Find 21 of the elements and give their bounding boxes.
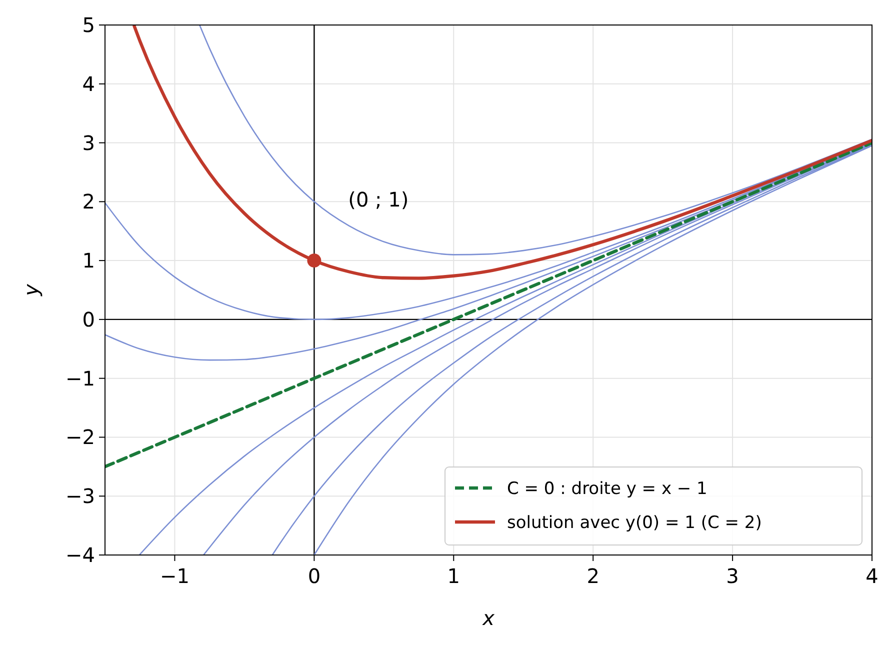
x-tick-label: 0 bbox=[308, 564, 321, 588]
y-tick-label: −4 bbox=[66, 543, 95, 567]
x-tick-label: 1 bbox=[447, 564, 460, 588]
y-axis-title: y bbox=[19, 282, 43, 297]
y-tick-label: 0 bbox=[82, 307, 95, 332]
x-tick-label: −1 bbox=[160, 564, 190, 588]
y-tick-label: 2 bbox=[82, 190, 95, 214]
y-tick-label: 1 bbox=[82, 248, 95, 273]
legend-label: C = 0 : droite y = x − 1 bbox=[507, 478, 708, 499]
y-tick-label: −1 bbox=[66, 366, 95, 390]
y-tick-label: 5 bbox=[82, 13, 95, 37]
x-axis-title: x bbox=[482, 606, 495, 630]
x-tick-label: 2 bbox=[586, 564, 600, 588]
y-tick-label: 4 bbox=[82, 72, 95, 96]
y-tick-label: −3 bbox=[66, 484, 95, 508]
x-tick-label: 3 bbox=[726, 564, 739, 588]
legend-label: solution avec y(0) = 1 (C = 2) bbox=[507, 512, 762, 533]
y-tick-label: 3 bbox=[82, 130, 95, 155]
x-tick-label: 4 bbox=[866, 564, 878, 588]
y-tick-label: −2 bbox=[66, 425, 95, 450]
annotation: (0 ; 1) bbox=[348, 188, 409, 212]
